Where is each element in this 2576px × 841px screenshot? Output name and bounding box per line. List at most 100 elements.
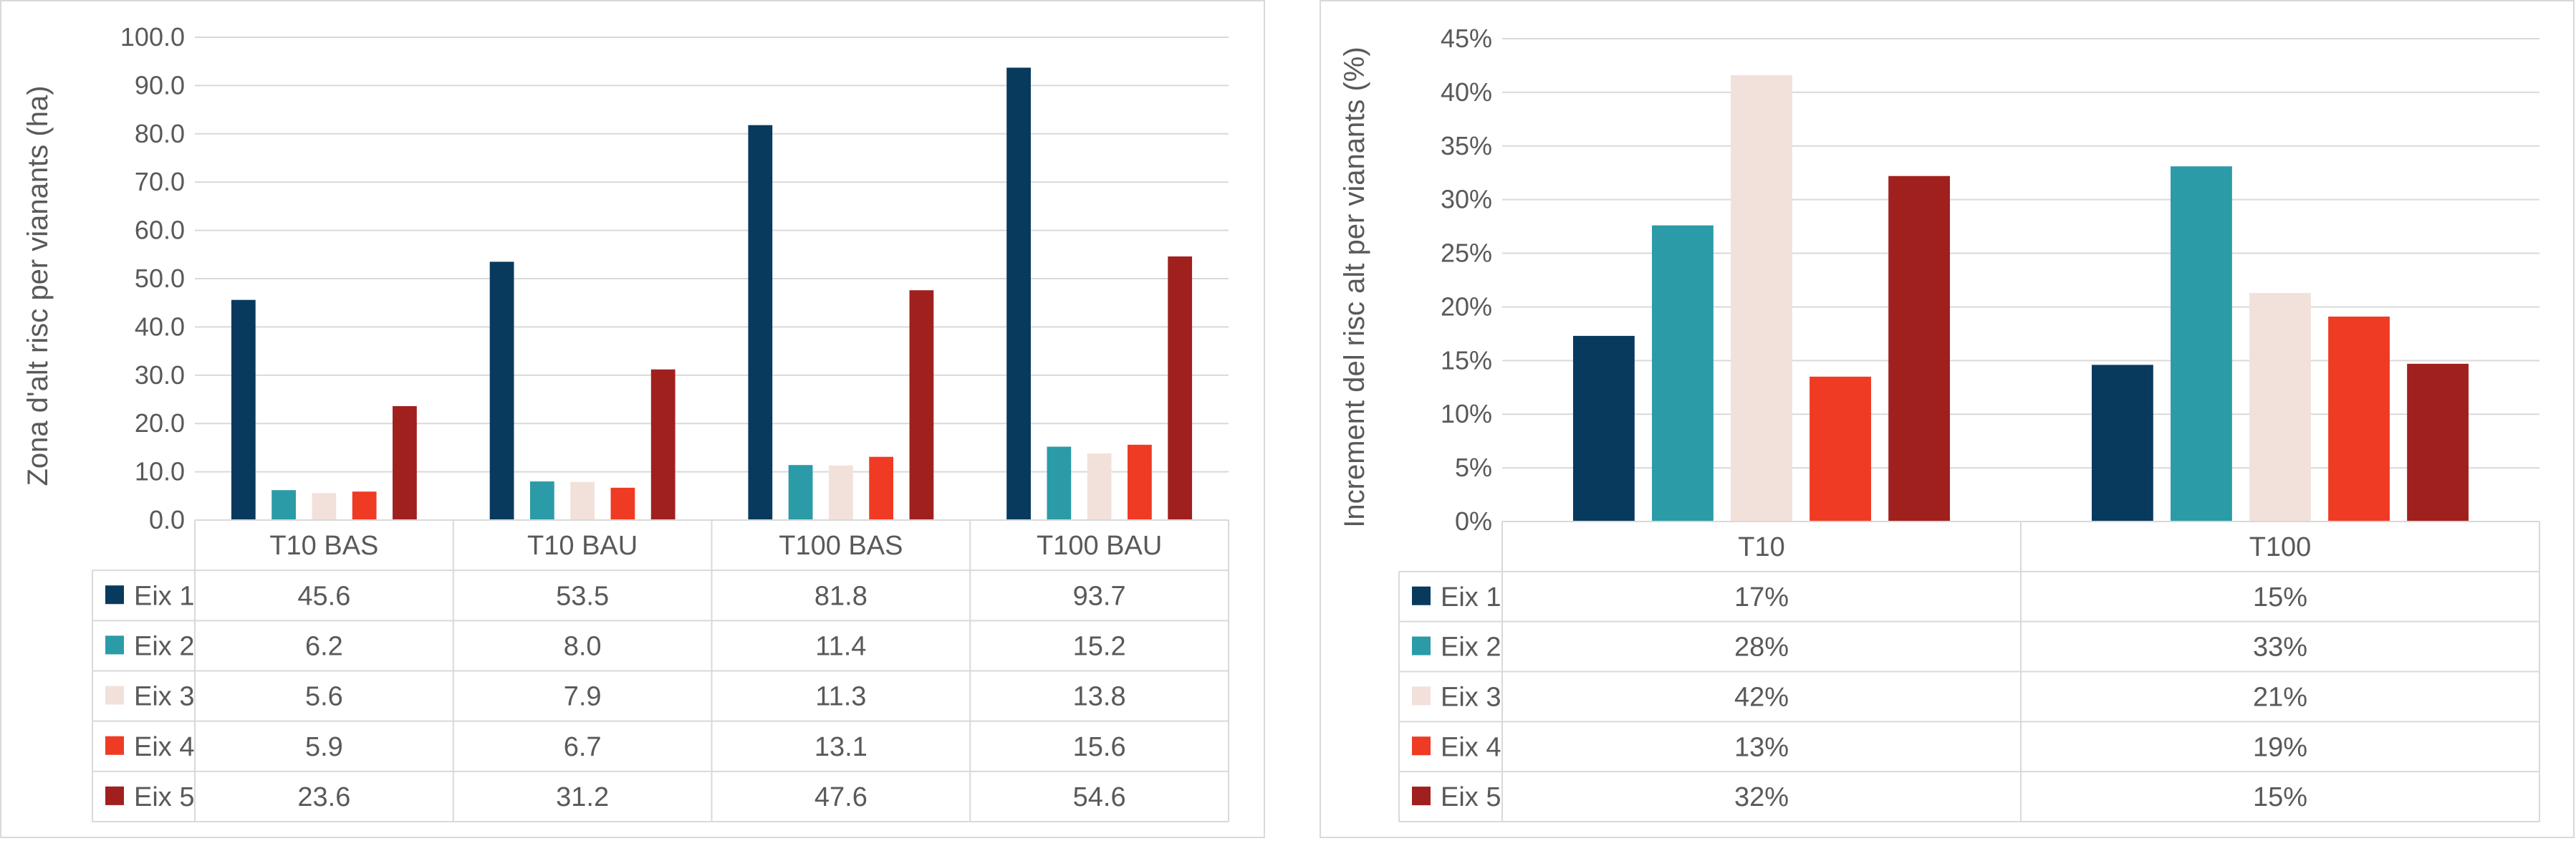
bar-eix-5-t10	[1888, 176, 1951, 522]
bar-eix-5-t10-bas	[393, 405, 417, 520]
y-tick-label: 25%	[1441, 239, 1492, 268]
data-table-value: 6.2	[305, 631, 343, 661]
bar-eix-3-t100-bas	[828, 465, 853, 520]
legend-label: Eix 1	[1441, 582, 1501, 612]
bar-eix-2-t100-bau	[1047, 446, 1072, 520]
bar-eix-5-t100-bau	[1168, 256, 1193, 520]
legend-key	[105, 786, 124, 805]
y-axis-title: Increment del risc alt per vianants (%)	[1339, 47, 1370, 527]
bar-eix-5-t100-bas	[909, 290, 934, 520]
bar-eix-4-t100-bau	[1128, 444, 1152, 520]
data-table-value: 45.6	[297, 581, 350, 611]
y-tick-label: 30.0	[135, 360, 185, 390]
bar-eix-3-t10-bas	[312, 493, 337, 520]
y-axis-title: Zona d'alt risc per vianants (ha)	[22, 85, 54, 486]
data-table-value: 8.0	[564, 631, 602, 661]
bar-eix-1-t100-bau	[1006, 67, 1031, 521]
legend-label: Eix 3	[1441, 682, 1501, 712]
legend-label: Eix 5	[1441, 782, 1501, 812]
bar-eix-2-t100-bas	[788, 465, 813, 520]
legend-label: Eix 4	[1441, 732, 1501, 762]
y-tick-label: 30%	[1441, 185, 1492, 214]
y-tick-label: 10.0	[135, 457, 185, 486]
data-table-value: 23.6	[297, 782, 350, 812]
data-table-value: 21%	[2253, 682, 2307, 712]
data-table-value: 54.6	[1073, 782, 1126, 812]
category-label: T10	[1738, 532, 1784, 562]
bar-eix-2-t10	[1652, 225, 1714, 522]
legend-label: Eix 2	[134, 631, 194, 661]
data-table-value: 13%	[1734, 732, 1789, 762]
data-table-value: 15%	[2253, 582, 2307, 612]
bar-eix-1-t100-bas	[748, 125, 773, 521]
data-table-value: 17%	[1734, 582, 1789, 612]
data-table-value: 5.6	[305, 682, 343, 712]
data-table-value: 32%	[1734, 782, 1789, 812]
category-label: T10 BAU	[527, 531, 638, 561]
y-tick-label: 90.0	[135, 70, 185, 100]
y-tick-label: 15%	[1441, 345, 1492, 375]
data-table-value: 53.5	[556, 581, 609, 611]
data-table-value: 11.4	[815, 631, 866, 661]
data-table-value: 15%	[2253, 782, 2307, 812]
y-tick-label: 45%	[1441, 24, 1492, 53]
bar-eix-1-t100	[2091, 365, 2153, 522]
legend-key	[105, 585, 124, 605]
bar-eix-4-t10-bas	[352, 491, 377, 520]
data-table-value: 5.9	[305, 732, 343, 762]
y-tick-label: 5%	[1455, 453, 1492, 482]
legend-label: Eix 5	[134, 782, 194, 812]
y-tick-label: 40.0	[135, 312, 185, 341]
y-tick-label: 40%	[1441, 77, 1492, 107]
data-table-value: 19%	[2253, 732, 2307, 762]
y-tick-label: 100.0	[120, 22, 185, 52]
legend-key	[1412, 636, 1431, 655]
data-table-value: 13.1	[814, 732, 868, 762]
legend-key	[1412, 736, 1431, 756]
bar-eix-2-t100	[2171, 166, 2232, 522]
data-table-value: 47.6	[814, 782, 868, 812]
data-table-value: 11.3	[815, 682, 866, 712]
chart-panel-increment: 0% 5% 10% 15% 20% 25% 30% 35% 40% 45% Increment de…	[1320, 0, 2575, 838]
bar-eix-2-t10-bau	[529, 481, 554, 520]
category-label: T100 BAU	[1037, 531, 1162, 561]
y-tick-label: 70.0	[135, 167, 185, 196]
category-label: T100 BAS	[779, 531, 903, 561]
legend-label: Eix 4	[134, 732, 194, 762]
bar-eix-4-t100-bas	[869, 456, 894, 520]
bar-eix-5-t100	[2407, 363, 2469, 522]
y-tick-label: 0.0	[149, 505, 185, 534]
bar-eix-1-t10-bau	[489, 261, 514, 520]
bar-eix-3-t100	[2249, 292, 2311, 522]
bar-eix-3-t100-bau	[1087, 453, 1112, 520]
bar-eix-4-t10-bau	[610, 487, 635, 520]
y-tick-label: 20.0	[135, 408, 185, 438]
data-table-value: 6.7	[564, 732, 602, 762]
y-tick-label: 10%	[1441, 399, 1492, 428]
data-table-value: 15.2	[1073, 631, 1126, 661]
y-tick-label: 20%	[1441, 292, 1492, 321]
y-tick-label: 0%	[1455, 506, 1492, 536]
chart-panel-hectares: 0.0 10.0 20.0 30.0 40.0 50.0 60.0 70.0 80.0 90.0 1…	[0, 0, 1265, 838]
bar-eix-4-t10	[1810, 376, 1871, 522]
category-label: T100	[2249, 532, 2312, 562]
bar-eix-1-t10-bas	[231, 299, 256, 520]
legend-key	[1412, 787, 1431, 806]
legend-key	[1412, 586, 1431, 605]
data-table-value: 81.8	[814, 581, 868, 611]
bar-eix-2-t10-bas	[271, 490, 296, 520]
y-tick-label: 35%	[1441, 131, 1492, 160]
data-table-value: 33%	[2253, 633, 2307, 663]
bar-eix-5-t10-bau	[650, 369, 676, 520]
legend-key	[1412, 686, 1431, 706]
increment-bar-chart: 0% 5% 10% 15% 20% 25% 30% 35% 40% 45% Increment de…	[1339, 24, 2540, 822]
data-table-value: 31.2	[556, 782, 609, 812]
legend-label: Eix 3	[134, 682, 194, 712]
legend-label: Eix 1	[134, 581, 194, 611]
data-table-value: 15.6	[1073, 732, 1126, 762]
legend-key	[105, 736, 124, 755]
hectares-bar-chart: 0.0 10.0 20.0 30.0 40.0 50.0 60.0 70.0 80.0 90.0 1…	[22, 22, 1229, 822]
data-table-value: 42%	[1734, 682, 1789, 712]
bar-eix-4-t100	[2328, 316, 2390, 522]
legend-key	[105, 635, 124, 655]
